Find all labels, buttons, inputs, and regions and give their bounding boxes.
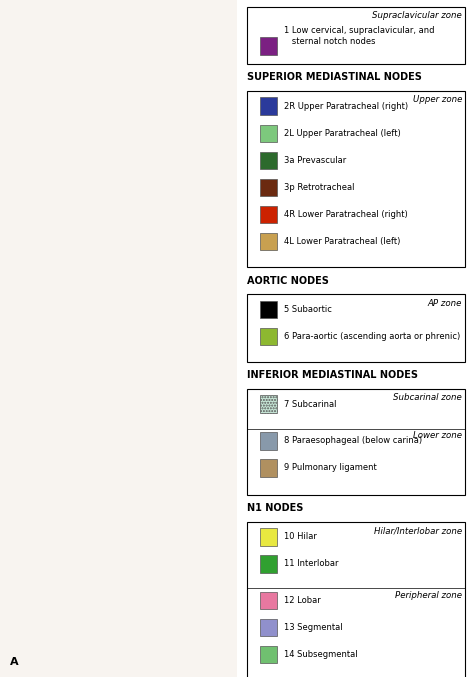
Text: 9 Pulmonary ligament: 9 Pulmonary ligament xyxy=(284,463,377,473)
Bar xyxy=(260,301,277,318)
Bar xyxy=(260,459,277,477)
Text: Lower zone: Lower zone xyxy=(413,431,462,440)
Bar xyxy=(260,555,277,573)
Text: 11 Interlobar: 11 Interlobar xyxy=(284,559,338,569)
Bar xyxy=(260,619,277,636)
Text: 2L Upper Paratracheal (left): 2L Upper Paratracheal (left) xyxy=(284,129,401,138)
Text: 14 Subsegmental: 14 Subsegmental xyxy=(284,650,357,659)
Text: Upper zone: Upper zone xyxy=(413,95,462,104)
Text: AP zone: AP zone xyxy=(428,299,462,307)
Bar xyxy=(260,206,277,223)
Text: 3a Prevascular: 3a Prevascular xyxy=(284,156,346,165)
Text: INFERIOR MEDIASTINAL NODES: INFERIOR MEDIASTINAL NODES xyxy=(247,370,419,380)
Bar xyxy=(260,233,277,250)
Bar xyxy=(260,528,277,546)
Bar xyxy=(260,37,277,55)
Text: N1 NODES: N1 NODES xyxy=(247,503,304,513)
Bar xyxy=(247,7,465,64)
Bar xyxy=(247,522,465,677)
Bar xyxy=(260,328,277,345)
Text: 4L Lower Paratracheal (left): 4L Lower Paratracheal (left) xyxy=(284,237,401,246)
Text: 4R Lower Paratracheal (right): 4R Lower Paratracheal (right) xyxy=(284,210,408,219)
Bar xyxy=(260,152,277,169)
Bar xyxy=(247,91,465,267)
Text: 10 Hilar: 10 Hilar xyxy=(284,532,317,542)
Text: 6 Para-aortic (ascending aorta or phrenic): 6 Para-aortic (ascending aorta or phreni… xyxy=(284,332,460,341)
Text: AORTIC NODES: AORTIC NODES xyxy=(247,276,329,286)
Text: 2R Upper Paratracheal (right): 2R Upper Paratracheal (right) xyxy=(284,102,408,111)
Text: 5 Subaortic: 5 Subaortic xyxy=(284,305,332,314)
Bar xyxy=(247,294,465,362)
Text: 3p Retrotracheal: 3p Retrotracheal xyxy=(284,183,355,192)
Text: A: A xyxy=(9,657,18,667)
Bar xyxy=(260,179,277,196)
Bar xyxy=(260,432,277,450)
Text: Peripheral zone: Peripheral zone xyxy=(395,591,462,600)
Text: Subcarinal zone: Subcarinal zone xyxy=(393,393,462,402)
Bar xyxy=(247,389,465,495)
Text: SUPERIOR MEDIASTINAL NODES: SUPERIOR MEDIASTINAL NODES xyxy=(247,72,422,83)
Bar xyxy=(260,97,277,115)
Text: Supraclavicular zone: Supraclavicular zone xyxy=(373,11,462,20)
Text: 13 Segmental: 13 Segmental xyxy=(284,623,343,632)
Bar xyxy=(260,125,277,142)
Text: 1 Low cervical, supraclavicular, and
   sternal notch nodes: 1 Low cervical, supraclavicular, and ste… xyxy=(284,26,435,46)
Text: Hilar/Interlobar zone: Hilar/Interlobar zone xyxy=(374,526,462,535)
Bar xyxy=(260,646,277,663)
Text: 7 Subcarinal: 7 Subcarinal xyxy=(284,399,337,409)
Bar xyxy=(260,592,277,609)
Bar xyxy=(260,395,277,413)
Text: 8 Paraesophageal (below carina): 8 Paraesophageal (below carina) xyxy=(284,436,422,445)
Text: 12 Lobar: 12 Lobar xyxy=(284,596,321,605)
